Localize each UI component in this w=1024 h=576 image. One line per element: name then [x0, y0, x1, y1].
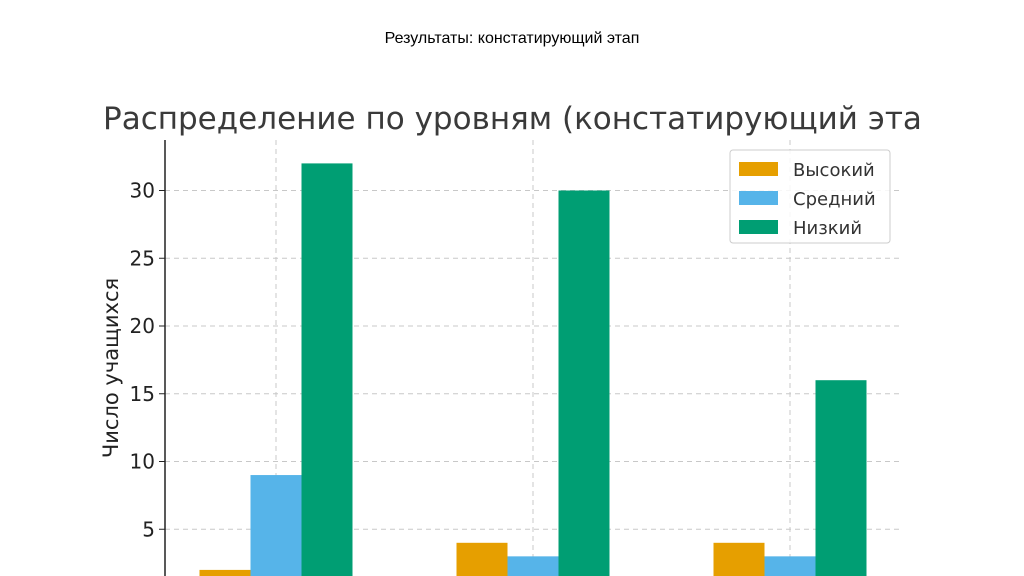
- bar: [456, 542, 508, 576]
- legend-swatch: [739, 191, 778, 205]
- y-tick-label: 5: [142, 517, 155, 541]
- legend-label: Высокий: [793, 160, 875, 181]
- y-tick-label: 30: [130, 179, 155, 203]
- bars: [199, 163, 867, 576]
- y-tick-label: 20: [130, 314, 155, 338]
- chart-title: Распределение по уровням (констатирующий…: [103, 101, 954, 137]
- bar: [764, 556, 816, 576]
- y-tick-label: 25: [130, 246, 155, 270]
- legend: Высокий Средний Низкий: [729, 149, 891, 244]
- y-tick-label: 15: [130, 382, 155, 406]
- bar: [558, 190, 610, 576]
- bar: [301, 163, 353, 576]
- legend-swatch: [739, 220, 778, 234]
- slide-title: Результаты: констатирующий этап: [384, 30, 640, 47]
- legend-swatch: [739, 162, 778, 176]
- bar: [815, 380, 867, 576]
- legend-label: Низкий: [793, 218, 862, 239]
- bar: [713, 542, 765, 576]
- y-tick-label: 10: [130, 450, 155, 474]
- y-ticks: 5 10 15 20 25 30: [130, 179, 165, 541]
- bar: [250, 475, 302, 576]
- bar: [199, 569, 251, 576]
- legend-label: Средний: [793, 189, 876, 210]
- bar: [507, 556, 559, 576]
- y-axis-label: Число учащихся: [99, 278, 123, 458]
